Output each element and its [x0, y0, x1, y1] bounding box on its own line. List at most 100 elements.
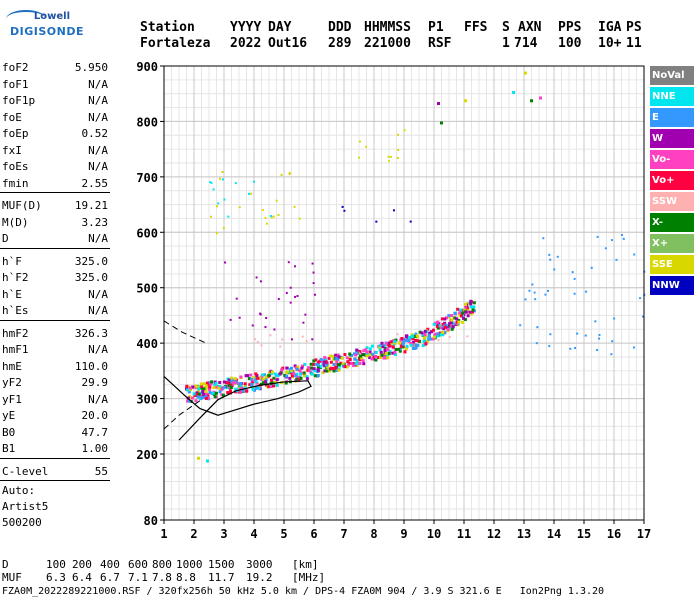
echo-point: [358, 361, 362, 365]
echo-point: [229, 318, 232, 321]
echo-point: [305, 340, 308, 343]
echo-point: [571, 271, 574, 274]
echo-point: [472, 305, 476, 309]
echo-point: [576, 332, 579, 335]
echo-point: [194, 399, 198, 403]
artist-version: 500200: [2, 516, 42, 529]
param-row: h`E N/A: [0, 285, 110, 304]
legend-item-x: X-: [650, 213, 694, 232]
echo-point: [232, 381, 236, 385]
echo-point: [443, 317, 447, 321]
echo-point: [590, 266, 593, 269]
echo-point: [323, 356, 327, 360]
param-value: 20.0: [81, 409, 109, 422]
echo-point: [426, 327, 430, 331]
echo-point: [346, 363, 350, 367]
legend-item-nne: NNE: [650, 87, 694, 106]
echo-point: [553, 268, 556, 271]
echo-point: [251, 387, 255, 391]
electron-density-profile: [163, 375, 312, 441]
echo-point: [221, 393, 225, 397]
echo-point: [349, 354, 353, 358]
x-tick-label: 1: [160, 527, 167, 541]
echo-point: [426, 339, 430, 343]
echo-point: [256, 340, 259, 343]
param-name: h`E: [2, 287, 22, 301]
echo-point: [556, 255, 559, 258]
param-name: foF1: [2, 77, 29, 91]
muf-value: 19.2: [246, 571, 273, 584]
echo-point: [214, 381, 218, 385]
echo-point: [301, 335, 304, 338]
y-tick-label: 900: [136, 60, 158, 74]
y-tick-label: 600: [136, 226, 158, 240]
echo-point: [343, 209, 346, 212]
param-value: 5.950: [74, 61, 108, 74]
echo-point: [210, 181, 213, 184]
echo-point: [352, 361, 356, 365]
echo-point: [358, 156, 361, 159]
echo-point: [350, 361, 354, 365]
param-row: hmF2 326.3: [0, 324, 110, 343]
header-label: YYYY: [230, 20, 262, 35]
echo-point: [396, 333, 399, 336]
echo-point: [298, 217, 301, 220]
echo-point: [304, 313, 307, 316]
muf-value: 11.7: [208, 571, 235, 584]
param-row: h`F 325.0: [0, 252, 110, 271]
echo-point: [413, 343, 417, 347]
echo-point: [365, 145, 368, 148]
echo-point: [348, 356, 352, 360]
echo-point: [324, 360, 328, 364]
echo-point: [255, 276, 258, 279]
echo-point: [439, 332, 443, 336]
echo-point: [432, 322, 436, 326]
echo-point: [365, 350, 369, 354]
echo-point: [323, 357, 327, 361]
echo-point: [293, 205, 296, 208]
echo-point: [368, 353, 372, 357]
x-tick-label: 2: [190, 527, 197, 541]
echo-point: [443, 325, 447, 329]
echo-point: [337, 368, 341, 372]
echo-point: [436, 332, 440, 336]
echo-point: [379, 350, 383, 354]
echo-point: [404, 347, 408, 351]
echo-point: [436, 334, 440, 338]
echo-point: [234, 387, 238, 391]
echo-point: [512, 90, 515, 94]
echo-point: [387, 341, 391, 345]
echo-point: [261, 208, 264, 211]
param-value: 1.00: [81, 442, 109, 455]
param-value: N/A: [88, 94, 108, 107]
echo-point: [386, 347, 390, 351]
legend-item-w: W: [650, 129, 694, 148]
echo-point: [471, 310, 475, 314]
echo-point: [447, 314, 451, 318]
echo-point: [267, 385, 271, 389]
echo-point: [205, 381, 209, 385]
echo-point: [223, 385, 227, 389]
echo-point: [414, 346, 418, 350]
echo-point: [598, 333, 601, 336]
echo-point: [228, 389, 232, 393]
echo-point: [386, 343, 390, 347]
param-name: fmin: [2, 176, 29, 190]
echo-point: [371, 352, 375, 356]
echo-point: [469, 305, 473, 309]
legend-item-nnw: NNW: [650, 276, 694, 295]
echo-point: [334, 357, 338, 361]
echo-point: [305, 377, 309, 381]
header-label: PPS: [558, 20, 582, 35]
param-row: B1 1.00: [0, 439, 110, 458]
echo-point: [193, 394, 197, 398]
echo-point: [376, 356, 380, 360]
echo-point: [431, 337, 435, 341]
echo-point: [264, 216, 267, 219]
echo-point: [264, 377, 268, 381]
tick-labels: 1 2 3 4 5 6 7 8 9 10 11 12 13 14 15 16 17802003004005006…: [136, 60, 651, 541]
echo-point: [596, 348, 599, 351]
echo-point: [402, 341, 406, 345]
echo-point: [461, 320, 465, 324]
echo-point: [407, 338, 411, 342]
